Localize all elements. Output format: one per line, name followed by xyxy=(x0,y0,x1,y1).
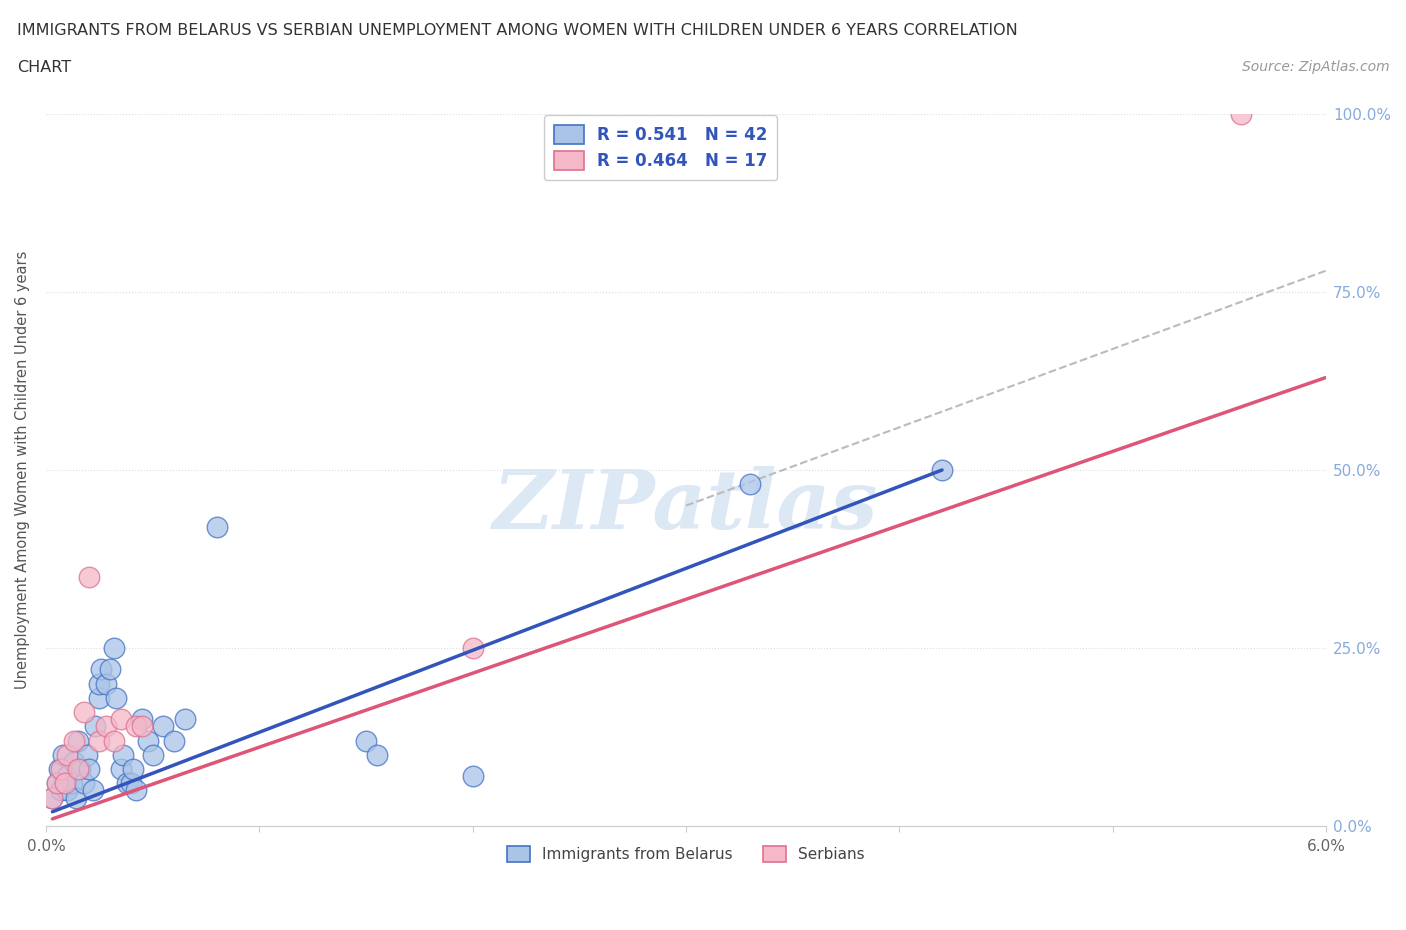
Point xyxy=(49,783,72,798)
Legend: Immigrants from Belarus, Serbians: Immigrants from Belarus, Serbians xyxy=(501,840,872,869)
Text: ZIPatlas: ZIPatlas xyxy=(494,466,879,546)
Point xyxy=(53,776,76,790)
Point xyxy=(354,733,377,748)
Point xyxy=(111,748,134,763)
Point xyxy=(66,733,89,748)
Point xyxy=(205,520,228,535)
Point xyxy=(48,762,70,777)
Point xyxy=(131,711,153,726)
Point xyxy=(73,705,96,720)
Point xyxy=(89,676,111,691)
Point xyxy=(105,690,128,705)
Point xyxy=(49,762,72,777)
Point xyxy=(124,783,146,798)
Text: IMMIGRANTS FROM BELARUS VS SERBIAN UNEMPLOYMENT AMONG WOMEN WITH CHILDREN UNDER : IMMIGRANTS FROM BELARUS VS SERBIAN UNEMP… xyxy=(17,23,1018,38)
Point xyxy=(461,769,484,784)
Point xyxy=(120,776,142,790)
Point xyxy=(62,754,84,769)
Point xyxy=(110,762,132,777)
Point xyxy=(163,733,186,748)
Point xyxy=(115,776,138,790)
Point xyxy=(124,719,146,734)
Text: CHART: CHART xyxy=(17,60,70,75)
Point xyxy=(56,783,79,798)
Point xyxy=(73,776,96,790)
Point xyxy=(76,748,98,763)
Point xyxy=(110,711,132,726)
Text: Source: ZipAtlas.com: Source: ZipAtlas.com xyxy=(1241,60,1389,74)
Point xyxy=(45,776,67,790)
Point xyxy=(1229,107,1251,122)
Point xyxy=(84,719,107,734)
Point xyxy=(98,662,121,677)
Y-axis label: Unemployment Among Women with Children Under 6 years: Unemployment Among Women with Children U… xyxy=(15,251,30,689)
Point xyxy=(77,569,100,584)
Point xyxy=(931,462,953,477)
Point xyxy=(94,676,117,691)
Point xyxy=(56,769,79,784)
Point xyxy=(461,641,484,656)
Point xyxy=(62,733,84,748)
Point xyxy=(142,748,165,763)
Point xyxy=(94,719,117,734)
Point xyxy=(77,762,100,777)
Point xyxy=(138,733,160,748)
Point xyxy=(66,762,89,777)
Point xyxy=(152,719,174,734)
Point xyxy=(52,748,75,763)
Point xyxy=(89,690,111,705)
Point xyxy=(122,762,145,777)
Point xyxy=(103,733,125,748)
Point xyxy=(45,776,67,790)
Point xyxy=(56,748,79,763)
Point xyxy=(131,719,153,734)
Point xyxy=(89,733,111,748)
Point xyxy=(65,790,87,805)
Point xyxy=(103,641,125,656)
Point xyxy=(41,790,63,805)
Point xyxy=(82,783,104,798)
Point xyxy=(173,711,195,726)
Point xyxy=(738,477,761,492)
Point xyxy=(41,790,63,805)
Point xyxy=(69,762,91,777)
Point xyxy=(60,776,83,790)
Point xyxy=(366,748,388,763)
Point xyxy=(90,662,112,677)
